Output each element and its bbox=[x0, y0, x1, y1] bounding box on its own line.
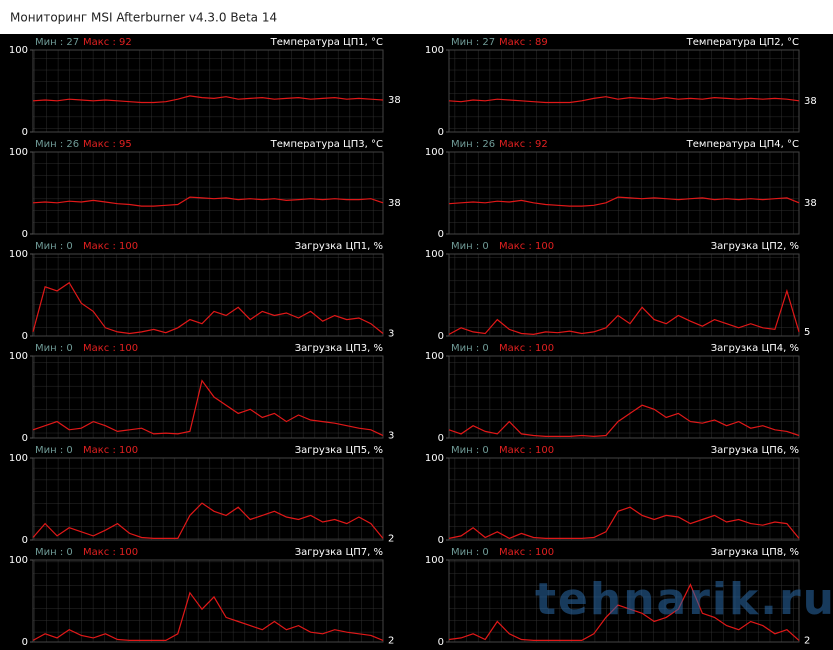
min-label: Мин : 0 bbox=[35, 241, 73, 252]
max-label: Макс : 100 bbox=[83, 241, 138, 252]
min-label: Мин : 0 bbox=[451, 343, 489, 354]
y-tick-label: 100 bbox=[9, 147, 28, 158]
max-label: Макс : 100 bbox=[499, 241, 554, 252]
graph-area bbox=[32, 151, 384, 235]
graph-name: Загрузка ЦП2, % bbox=[711, 241, 799, 252]
y-tick-label: 100 bbox=[425, 555, 444, 566]
graph-name: Температура ЦП3, °C bbox=[270, 139, 383, 150]
sensor-line bbox=[32, 281, 384, 335]
max-label: Макс : 100 bbox=[83, 343, 138, 354]
sensor-line bbox=[448, 288, 800, 336]
min-label: Мин : 26 bbox=[35, 139, 79, 150]
sensor-line bbox=[448, 404, 800, 438]
y-tick-label: 100 bbox=[425, 351, 444, 362]
current-value: 38 bbox=[388, 198, 401, 209]
y-tick-label: 100 bbox=[9, 555, 28, 566]
graph-name: Загрузка ЦП5, % bbox=[295, 445, 383, 456]
sensor-line bbox=[448, 506, 800, 540]
y-tick-label: 0 bbox=[22, 127, 28, 138]
graph-name: Температура ЦП1, °C bbox=[270, 37, 383, 48]
sensor-line bbox=[448, 96, 800, 104]
y-tick-label: 100 bbox=[425, 249, 444, 260]
current-value: 2 bbox=[388, 635, 394, 646]
y-tick-label: 0 bbox=[22, 637, 28, 648]
max-label: Макс : 95 bbox=[83, 139, 132, 150]
y-tick-label: 100 bbox=[9, 351, 28, 362]
current-value: 38 bbox=[804, 198, 817, 209]
graph-name: Загрузка ЦП3, % bbox=[295, 343, 383, 354]
current-value: 2 bbox=[804, 635, 810, 646]
min-label: Мин : 0 bbox=[451, 445, 489, 456]
y-tick-label: 0 bbox=[438, 127, 444, 138]
graph-area bbox=[448, 49, 800, 133]
sensor-line bbox=[32, 95, 384, 104]
max-label: Макс : 92 bbox=[83, 37, 132, 48]
y-tick-label: 0 bbox=[22, 535, 28, 546]
current-value: 3 bbox=[388, 431, 394, 442]
current-value: 3 bbox=[388, 329, 394, 340]
min-label: Мин : 0 bbox=[35, 445, 73, 456]
graph-area bbox=[32, 559, 384, 643]
y-tick-label: 0 bbox=[22, 331, 28, 342]
min-label: Мин : 0 bbox=[35, 547, 73, 558]
sensor-line bbox=[448, 196, 800, 207]
y-tick-label: 0 bbox=[438, 535, 444, 546]
y-tick-label: 100 bbox=[425, 453, 444, 464]
graph-area bbox=[32, 355, 384, 439]
max-label: Макс : 100 bbox=[499, 445, 554, 456]
graph-name: Загрузка ЦП4, % bbox=[711, 343, 799, 354]
sensor-line bbox=[448, 583, 800, 641]
graph-name: Загрузка ЦП6, % bbox=[711, 445, 799, 456]
watermark: tehnarik.ru bbox=[535, 574, 833, 625]
graph-name: Температура ЦП2, °C bbox=[686, 37, 799, 48]
min-label: Мин : 26 bbox=[451, 139, 495, 150]
graph-name: Температура ЦП4, °C bbox=[686, 139, 799, 150]
graph-area bbox=[32, 253, 384, 337]
y-tick-label: 100 bbox=[9, 45, 28, 56]
y-tick-label: 100 bbox=[9, 453, 28, 464]
y-tick-label: 0 bbox=[22, 229, 28, 240]
min-label: Мин : 27 bbox=[35, 37, 79, 48]
current-value: 38 bbox=[388, 95, 401, 106]
max-label: Макс : 100 bbox=[83, 547, 138, 558]
current-value: 2 bbox=[388, 533, 394, 544]
max-label: Макс : 92 bbox=[499, 139, 548, 150]
window-title: Мониторинг MSI Afterburner v4.3.0 Beta 1… bbox=[10, 11, 277, 25]
y-tick-label: 0 bbox=[438, 331, 444, 342]
panels: Мин : 27 Макс : 92 Температура ЦП1, °C 0 100… bbox=[9, 37, 817, 648]
y-tick-label: 100 bbox=[9, 249, 28, 260]
graph-area bbox=[448, 253, 800, 337]
y-tick-label: 0 bbox=[438, 433, 444, 444]
max-label: Макс : 89 bbox=[499, 37, 548, 48]
y-tick-label: 0 bbox=[22, 433, 28, 444]
current-value: 5 bbox=[804, 327, 810, 338]
max-label: Макс : 100 bbox=[499, 343, 554, 354]
max-label: Макс : 100 bbox=[83, 445, 138, 456]
sensor-line bbox=[32, 196, 384, 207]
graph-name: Загрузка ЦП8, % bbox=[711, 547, 799, 558]
min-label: Мин : 0 bbox=[451, 241, 489, 252]
graph-area bbox=[448, 151, 800, 235]
graph-area bbox=[32, 49, 384, 133]
sensor-line bbox=[32, 379, 384, 437]
y-tick-label: 100 bbox=[425, 147, 444, 158]
title-bar bbox=[0, 0, 833, 34]
min-label: Мин : 0 bbox=[451, 547, 489, 558]
graph-area bbox=[448, 457, 800, 541]
sensor-line bbox=[32, 502, 384, 539]
y-tick-label: 0 bbox=[438, 229, 444, 240]
sensor-line bbox=[32, 591, 384, 641]
y-tick-label: 100 bbox=[425, 45, 444, 56]
graph-name: Загрузка ЦП7, % bbox=[295, 547, 383, 558]
max-label: Макс : 100 bbox=[499, 547, 554, 558]
graph-area bbox=[32, 457, 384, 541]
graph-name: Загрузка ЦП1, % bbox=[295, 241, 383, 252]
y-tick-label: 0 bbox=[438, 637, 444, 648]
current-value: 38 bbox=[804, 96, 817, 107]
min-label: Мин : 27 bbox=[451, 37, 495, 48]
min-label: Мин : 0 bbox=[35, 343, 73, 354]
